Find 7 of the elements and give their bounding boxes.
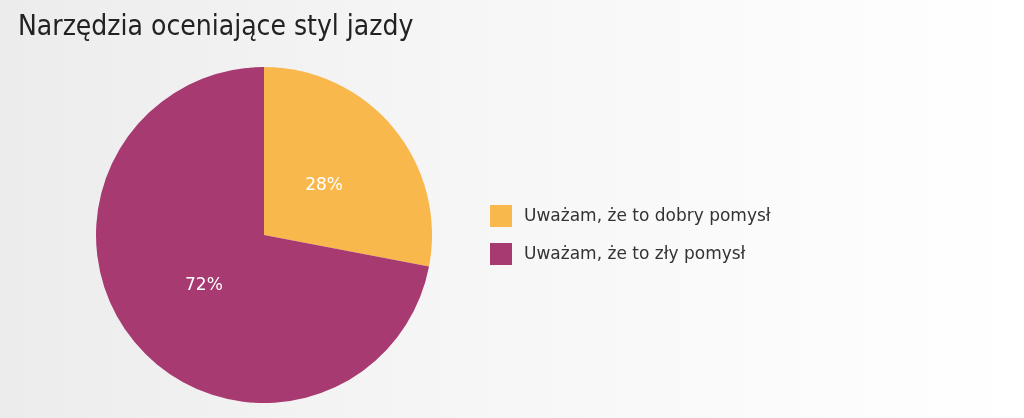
legend-label: Uważam, że to zły pomysł [524, 243, 746, 263]
data-label: 72% [185, 273, 223, 294]
pie-slice [96, 67, 430, 403]
chart-title: Narzędzia oceniające styl jazdy [18, 9, 414, 42]
pie-slice [264, 67, 432, 267]
legend-label: Uważam, że to dobry pomysł [524, 205, 771, 225]
data-label: 28% [305, 174, 343, 195]
